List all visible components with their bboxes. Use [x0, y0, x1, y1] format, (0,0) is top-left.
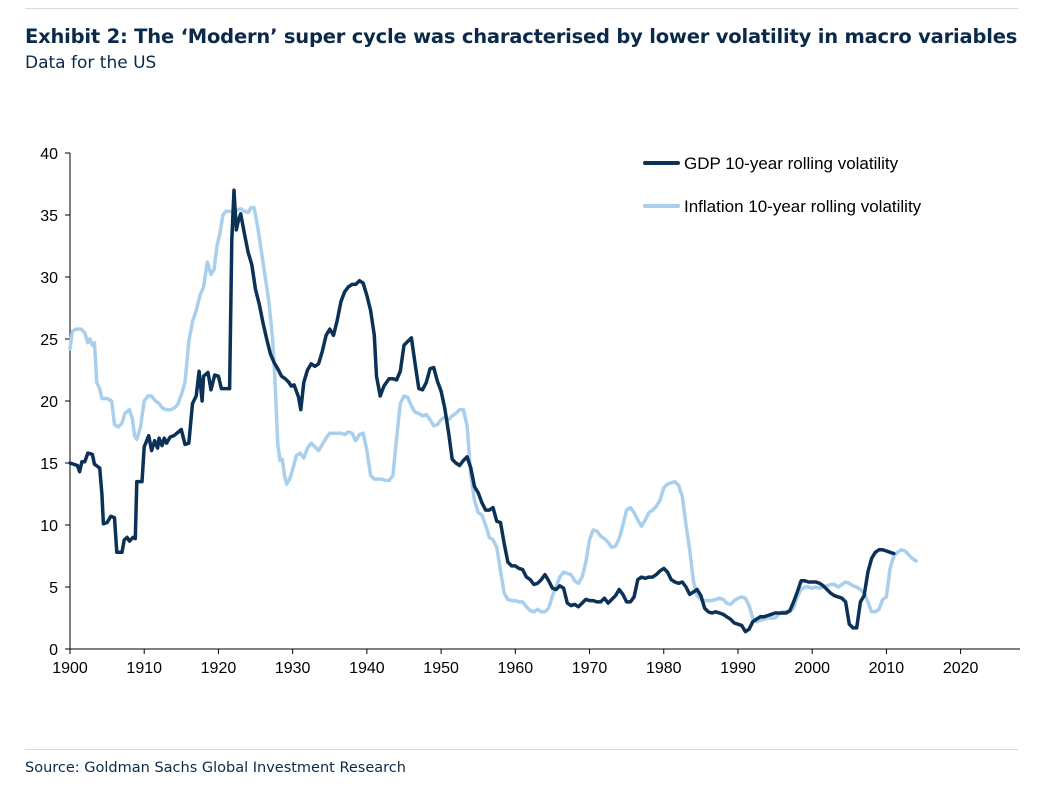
x-tick-label: 1940: [349, 660, 385, 677]
legend-label-gdp: GDP 10-year rolling volatility: [684, 154, 899, 173]
series-line-gdp: [68, 188, 896, 634]
series-layer: [68, 188, 918, 634]
chart-subtitle: Data for the US: [25, 53, 157, 73]
legend-label-inflation: Inflation 10-year rolling volatility: [684, 197, 922, 216]
y-tick-label: 40: [40, 146, 58, 163]
y-tick-label: 20: [40, 394, 58, 411]
x-tick-label: 1980: [646, 660, 682, 677]
x-tick-label: 1970: [572, 660, 608, 677]
x-tick-label: 1920: [201, 660, 237, 677]
chart-title: Exhibit 2: The ‘Modern’ super cycle was …: [25, 25, 1018, 48]
y-tick-label: 25: [40, 332, 58, 349]
x-tick-label: 1950: [423, 660, 459, 677]
x-tick-label: 2020: [943, 660, 979, 677]
x-ticks: 1900 1910 1920 1930 1940 1950 1960 1970 1980 1990…: [52, 649, 979, 677]
y-tick-label: 15: [40, 456, 58, 473]
legend: GDP 10-year rolling volatility Inflation…: [643, 154, 922, 216]
y-tick-label: 35: [40, 208, 58, 225]
series-line-inflation: [68, 205, 918, 624]
x-tick-label: 1990: [720, 660, 756, 677]
y-tick-label: 0: [49, 642, 58, 659]
top-rule: [25, 8, 1018, 9]
x-tick-label: 1960: [498, 660, 534, 677]
y-ticks: 0 5 10 15 20 25 30 35 40: [40, 146, 70, 659]
x-tick-label: 2000: [794, 660, 830, 677]
bottom-rule: [25, 749, 1018, 750]
source-note: Source: Goldman Sachs Global Investment …: [25, 760, 406, 776]
y-tick-label: 10: [40, 518, 58, 535]
x-tick-label: 1930: [275, 660, 311, 677]
y-tick-label: 5: [49, 580, 58, 597]
y-tick-label: 30: [40, 270, 58, 287]
x-tick-label: 2010: [869, 660, 905, 677]
x-tick-label: 1910: [126, 660, 162, 677]
x-tick-label: 1900: [52, 660, 88, 677]
